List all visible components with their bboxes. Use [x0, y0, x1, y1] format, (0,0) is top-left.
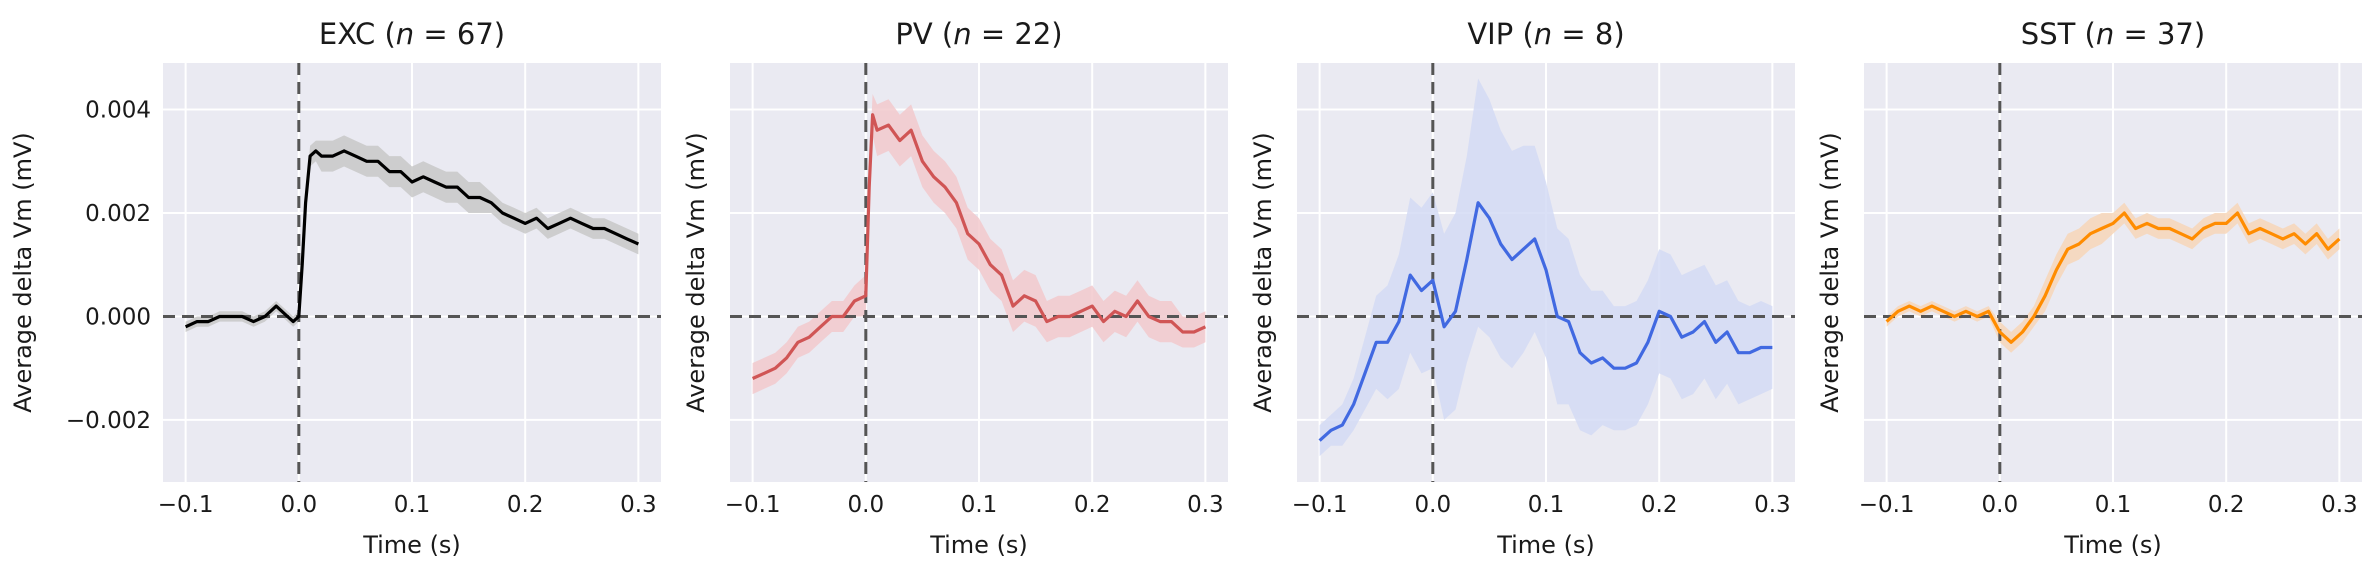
x-tick-label: −0.1 — [158, 492, 214, 518]
title-suffix: = 37) — [2114, 17, 2205, 51]
y-tick-label: 0.000 — [85, 304, 151, 330]
title-suffix: = 67) — [414, 17, 505, 51]
panel-title: PV (n = 22) — [895, 17, 1062, 51]
title-prefix: SST ( — [2021, 17, 2096, 51]
x-tick-label: 0.1 — [2095, 492, 2132, 518]
x-tick-label: 0.1 — [961, 492, 998, 518]
x-tick-label: −0.1 — [1292, 492, 1348, 518]
x-tick-label: 0.2 — [507, 492, 544, 518]
title-prefix: PV ( — [895, 17, 953, 51]
panel-4: −0.1 0.0 0.1 0.2 0.3 Time (s) Average delta Vm… — [1816, 17, 2362, 559]
x-tick-label: 0.2 — [1074, 492, 1111, 518]
panel-1: −0.1 0.0 0.1 0.2 0.3 −0.002 0.000 0.002 0.004 Tim… — [9, 17, 661, 559]
panel-3: −0.1 0.0 0.1 0.2 0.3 Time (s) Average delta Vm… — [1249, 17, 1795, 559]
x-tick-label: 0.3 — [1187, 492, 1224, 518]
title-suffix: = 22) — [972, 17, 1063, 51]
title-n-symbol: n — [2096, 17, 2114, 51]
panel-title: VIP (n = 8) — [1467, 17, 1624, 51]
x-tick-label: 0.3 — [620, 492, 657, 518]
x-tick-label: 0.1 — [1528, 492, 1565, 518]
mean-trace — [751, 113, 1207, 380]
title-n-symbol: n — [953, 17, 971, 51]
confidence-band — [185, 135, 639, 332]
y-tick-label: −0.002 — [66, 408, 151, 434]
y-axis-label: Average delta Vm (mV) — [1816, 132, 1844, 413]
mean-trace — [1318, 201, 1773, 442]
y-tick-label: 0.002 — [85, 201, 151, 227]
mean-trace — [1885, 211, 2341, 344]
x-tick-label: 0.2 — [1641, 492, 1678, 518]
title-suffix: = 8) — [1552, 17, 1625, 51]
x-tick-label: 0.3 — [2321, 492, 2358, 518]
x-tick-label: 0.0 — [848, 492, 885, 518]
y-tick-label: 0.004 — [85, 98, 151, 124]
title-prefix: VIP ( — [1467, 17, 1533, 51]
x-tick-label: 0.0 — [1415, 492, 1452, 518]
panel-title: SST (n = 37) — [2021, 17, 2205, 51]
x-tick-label: −0.1 — [1859, 492, 1915, 518]
title-prefix: EXC ( — [319, 17, 396, 51]
confidence-band — [1886, 202, 2340, 353]
panel-title: EXC (n = 67) — [319, 17, 505, 51]
x-axis-label: Time (s) — [2063, 531, 2162, 559]
panel-2: −0.1 0.0 0.1 0.2 0.3 Time (s) Average delta Vm… — [682, 17, 1228, 559]
x-tick-label: 0.3 — [1754, 492, 1791, 518]
title-n-symbol: n — [1534, 17, 1552, 51]
x-tick-label: 0.0 — [1982, 492, 2019, 518]
x-tick-label: 0.1 — [394, 492, 431, 518]
y-axis-label: Average delta Vm (mV) — [9, 132, 37, 413]
x-tick-label: 0.2 — [2208, 492, 2245, 518]
y-axis-label: Average delta Vm (mV) — [1249, 132, 1277, 413]
x-axis-label: Time (s) — [929, 531, 1028, 559]
x-tick-label: −0.1 — [725, 492, 781, 518]
y-axis-label: Average delta Vm (mV) — [682, 132, 710, 413]
title-n-symbol: n — [396, 17, 414, 51]
x-axis-label: Time (s) — [1496, 531, 1595, 559]
x-axis-label: Time (s) — [362, 531, 461, 559]
x-tick-label: 0.0 — [281, 492, 318, 518]
mean-trace — [184, 149, 640, 329]
